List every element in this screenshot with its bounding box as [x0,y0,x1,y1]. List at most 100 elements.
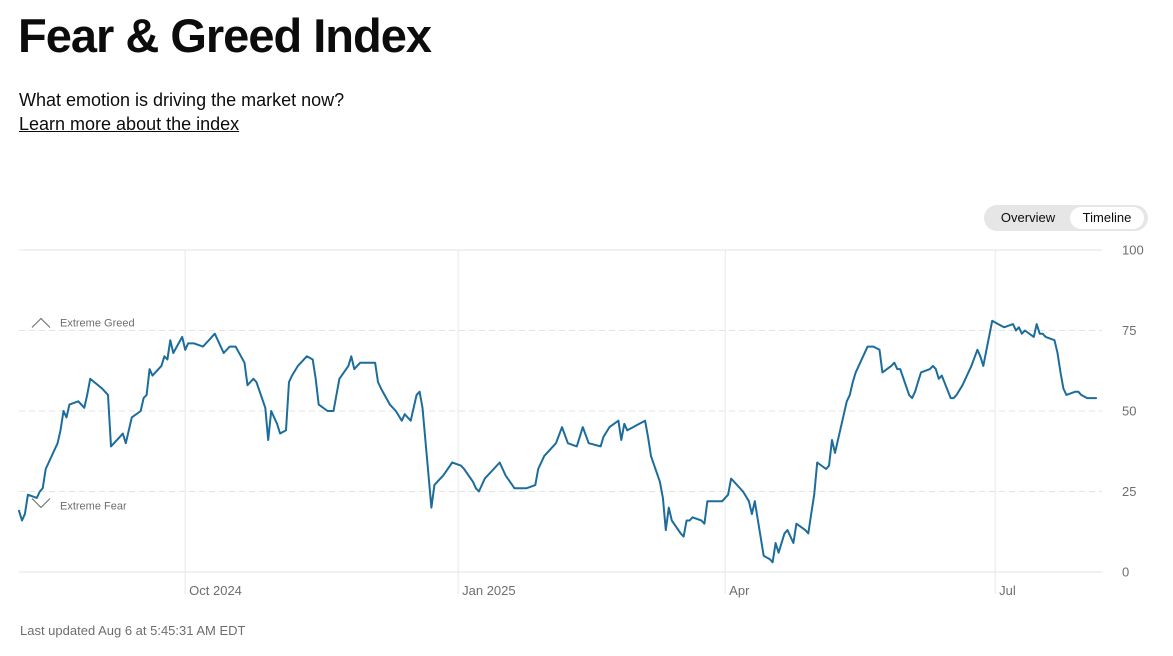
data-point [421,407,424,409]
data-point [896,368,898,370]
data-point [493,468,495,470]
data-point [852,381,854,383]
data-point [338,378,340,380]
data-point [608,426,611,428]
data-point [57,442,59,444]
data-point [131,416,133,418]
data-point [288,381,290,383]
data-point [332,410,335,412]
data-point [42,487,44,489]
data-point [938,378,940,380]
data-point [941,375,943,377]
data-point [270,410,272,412]
page-subtitle: What emotion is driving the market now? [19,90,345,110]
y-tick-label-100: 100 [1122,243,1144,258]
data-point [208,339,210,341]
x-tick-label: Jul [999,583,1016,598]
data-point [786,529,789,531]
data-point [463,468,465,470]
data-point [650,455,652,457]
data-point [1062,387,1064,390]
data-point [626,429,628,431]
data-point [775,542,777,544]
data-point [472,481,474,483]
data-point [318,404,320,406]
data-point [172,352,174,354]
data-point [534,484,536,486]
learn-more-link[interactable]: Learn more about the index [19,114,240,134]
data-point [80,404,82,406]
data-point [721,500,723,502]
data-point [285,429,287,431]
data-point [659,481,661,483]
data-point [914,391,916,393]
data-point [377,381,379,383]
data-point [576,445,578,447]
data-point [751,513,753,515]
data-point [62,410,65,412]
data-point [475,487,477,489]
data-point [1045,336,1047,338]
data-point [65,416,68,418]
data-point [478,490,480,493]
data-point [730,478,732,480]
data-point [582,426,584,428]
data-point [1086,397,1088,399]
data-point [792,542,795,544]
data-point [872,346,875,348]
data-point [834,452,836,454]
data-point [600,445,602,447]
data-point [1033,336,1035,338]
data-point [543,455,545,457]
data-point [1021,333,1023,335]
data-point [742,490,744,493]
data-point [276,423,278,425]
data-point [620,439,622,441]
data-point [389,404,391,406]
data-point [647,436,649,438]
data-point [39,490,41,493]
data-point [140,410,142,412]
data-point [110,445,112,447]
data-point [401,420,403,422]
data-point [312,358,314,361]
data-point [59,429,62,431]
data-point [700,519,703,522]
data-point [353,368,355,370]
data-point [689,519,691,522]
data-point [706,500,709,502]
data-point [68,404,70,406]
data-point [24,513,26,515]
data-point [499,461,501,464]
data-point [460,465,462,467]
data-point [359,362,361,364]
data-point [1015,329,1017,332]
data-point [327,410,329,412]
data-point [36,497,38,499]
data-point [267,439,269,441]
data-point [442,474,444,476]
data-point [86,394,88,396]
data-point [561,426,563,428]
data-point [1059,371,1062,373]
timeline-tab[interactable]: Timeline [1070,207,1144,229]
data-point [223,352,225,354]
data-point [1095,397,1097,399]
data-point [846,400,848,402]
data-point [956,394,958,396]
data-point [101,387,103,390]
zone-label: Extreme Fear [60,501,127,513]
data-point [970,365,973,367]
data-point [439,478,441,480]
data-point [202,346,204,348]
overview-tab[interactable]: Overview [1000,210,1056,225]
data-point [416,394,418,396]
data-point [1065,394,1067,396]
data-point [255,381,257,383]
data-point [831,439,833,441]
data-point [525,487,528,489]
data-point [727,494,729,496]
data-point [997,323,999,325]
data-point [953,397,955,399]
data-point [668,507,670,509]
